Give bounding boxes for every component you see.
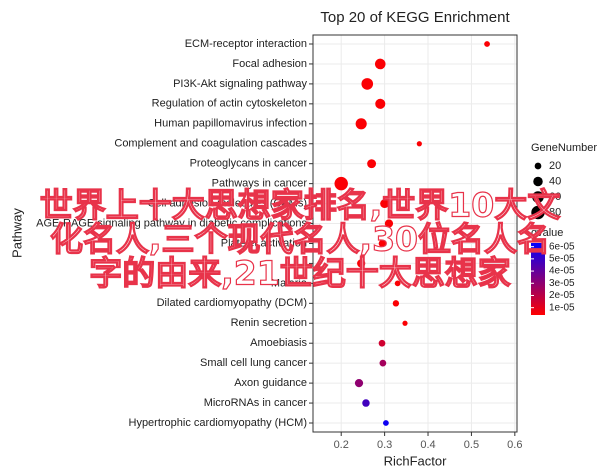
y-tick-label: Malaria bbox=[271, 277, 308, 289]
point bbox=[402, 320, 408, 326]
point bbox=[355, 118, 367, 130]
x-tick-label: 0.2 bbox=[334, 439, 349, 451]
point bbox=[375, 98, 386, 109]
overlay-text: 字的由来,21世纪十大思想家 bbox=[89, 254, 510, 293]
x-tick-label: 0.3 bbox=[377, 439, 392, 451]
y-tick-label: PI3K-Akt signaling pathway bbox=[173, 78, 307, 90]
point bbox=[367, 159, 377, 169]
point bbox=[374, 58, 386, 70]
point bbox=[380, 199, 390, 209]
y-tick-label: Amoebiasis bbox=[250, 337, 307, 349]
legend-title: GeneNumber bbox=[531, 142, 597, 154]
point bbox=[378, 339, 386, 347]
legend-size bbox=[534, 162, 542, 170]
y-tick-label: Proteoglycans in cancer bbox=[190, 158, 308, 170]
colorbar bbox=[531, 243, 545, 315]
legend-label: 3e-05 bbox=[549, 278, 575, 289]
point bbox=[379, 359, 387, 367]
legend-size bbox=[533, 176, 543, 187]
legend-label: 6e-05 bbox=[549, 241, 575, 252]
x-tick-label: 0.6 bbox=[507, 439, 522, 451]
legend-label: 4e-05 bbox=[549, 266, 575, 277]
y-tick-label: Platelet activation bbox=[221, 237, 307, 249]
y-tick-label: ECM-receptor interaction bbox=[185, 38, 307, 50]
y-tick-label: Pathways in cancer bbox=[212, 178, 308, 190]
point bbox=[357, 259, 366, 268]
legend-label: 5e-05 bbox=[549, 254, 575, 265]
legend-size bbox=[531, 205, 545, 220]
y-tick-label: Axon guidance bbox=[234, 377, 307, 389]
y-axis-label: Pathway bbox=[9, 208, 24, 258]
legend-size bbox=[532, 191, 544, 203]
point bbox=[361, 78, 374, 90]
overlay-text: 化名人,三个现代名人,30位名人名 bbox=[50, 220, 550, 259]
x-axis-label: RichFactor bbox=[384, 453, 448, 468]
y-tick-label: MicroRNAs in cancer bbox=[204, 397, 308, 409]
legend-label: 60 bbox=[549, 191, 561, 203]
overlay-text: 世界上十大思想家排名,世界10大文 bbox=[40, 186, 560, 225]
point bbox=[394, 280, 401, 287]
plot-panel bbox=[312, 34, 518, 433]
y-tick-label: Regulation of actin cytoskeleton bbox=[152, 98, 307, 110]
y-tick-label: Cell adhesion molecules (CAMs) bbox=[147, 197, 307, 209]
y-tick-label: AGE-RAGE signaling pathway in diabetic c… bbox=[36, 217, 307, 229]
x-tick-label: 0.5 bbox=[464, 439, 479, 451]
legend-label: 20 bbox=[549, 160, 561, 172]
point bbox=[392, 300, 400, 307]
y-tick-label: Renin secretion bbox=[231, 317, 307, 329]
legend-label: 2e-05 bbox=[549, 290, 575, 301]
y-tick-label: Focal adhesion bbox=[232, 58, 307, 70]
legend-label: 40 bbox=[549, 175, 561, 187]
plot-panel bbox=[312, 34, 518, 433]
chart-title: Top 20 of KEGG Enrichment bbox=[320, 9, 510, 26]
point bbox=[384, 219, 394, 228]
x-tick-label: 0.4 bbox=[420, 439, 435, 451]
y-tick-label: Hypertrophic cardiomyopathy (HCM) bbox=[129, 417, 308, 429]
legend-label: 80 bbox=[549, 206, 561, 218]
point bbox=[354, 378, 364, 388]
point bbox=[362, 399, 370, 407]
y-tick-label: Complement and coagulation cascades bbox=[114, 138, 307, 150]
legend-label: 1e-05 bbox=[549, 302, 575, 313]
y-tick-label: Human papillomavirus infection bbox=[154, 118, 307, 130]
legend-title: qvalue bbox=[531, 227, 563, 239]
y-tick-label: Dilated cardiomyopathy (DCM) bbox=[157, 297, 307, 309]
point bbox=[484, 41, 490, 47]
y-tick-label: Small cell lung cancer bbox=[200, 357, 307, 369]
point bbox=[378, 239, 387, 248]
point bbox=[334, 176, 348, 191]
point bbox=[383, 420, 389, 426]
point bbox=[416, 141, 422, 147]
